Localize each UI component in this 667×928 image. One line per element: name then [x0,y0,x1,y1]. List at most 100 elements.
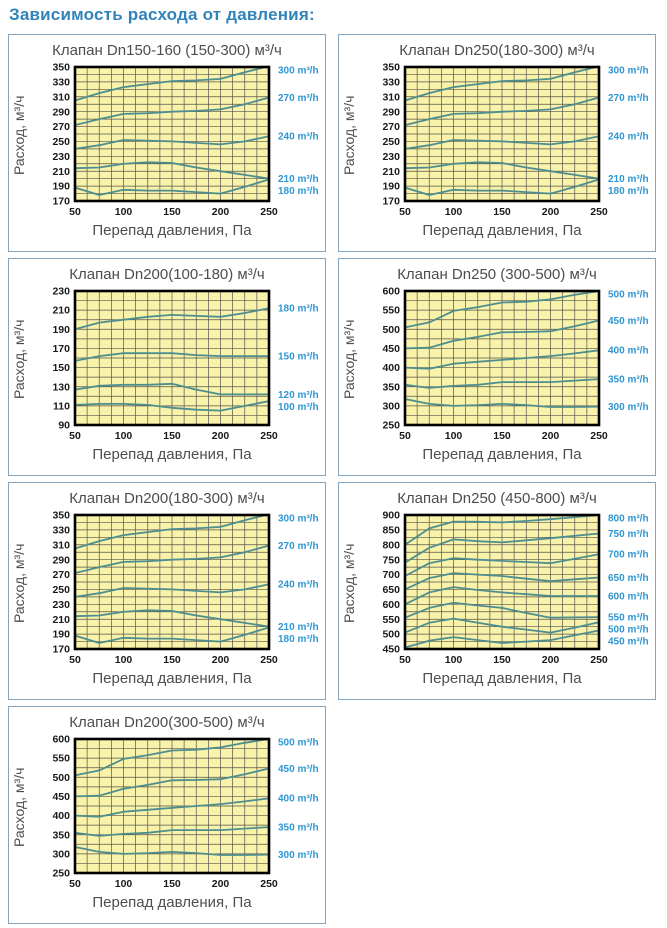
x-axis-label: Перепад давления, Па [422,446,582,463]
x-tick-labels: 50 100 150 200 250 [69,430,278,442]
svg-text:270 m³/h: 270 m³/h [608,93,649,104]
svg-text:290: 290 [52,106,70,118]
y-axis-label: Расход, м³/ч [341,543,357,623]
y-axis-label: Расход, м³/ч [11,95,27,175]
svg-text:210: 210 [52,614,70,626]
svg-text:600: 600 [382,286,400,298]
charts-row-2: Клапан Dn200(100-180) м³/ч Расход, м³/ч … [8,258,667,476]
charts-row-3: Клапан Dn200(180-300) м³/ч Расход, м³/ч … [8,482,667,700]
chart-panel-dn200-300-500: Клапан Dn200(300-500) м³/ч Расход, м³/ч … [8,706,326,924]
svg-text:180 m³/h: 180 m³/h [278,186,319,197]
svg-text:200: 200 [212,878,230,890]
svg-text:100 m³/h: 100 m³/h [278,402,319,413]
chart-title: Клапан Dn200(180-300) м³/ч [69,490,265,507]
svg-text:300 m³/h: 300 m³/h [278,65,319,76]
series-line [74,65,270,102]
svg-text:50: 50 [69,878,81,890]
chart-svg: 170 190 210 230 250 270 290 310 330 350 50 100 150 20… [52,62,319,218]
y-axis-label: Расход, м³/ч [11,319,27,399]
x-axis-label: Перепад давления, Па [422,222,582,239]
svg-text:270: 270 [52,121,70,133]
svg-text:150: 150 [163,878,181,890]
series-line [404,586,599,606]
svg-text:400 m³/h: 400 m³/h [608,346,649,357]
chart-panel-dn200-180-300: Клапан Dn200(180-300) м³/ч Расход, м³/ч … [8,482,326,700]
chart-svg: 170 190 210 230 250 270 290 310 330 350 50 100 150 20… [52,510,319,666]
svg-text:200: 200 [542,430,560,442]
x-axis-label: Перепад давления, Па [422,670,582,687]
svg-text:250: 250 [260,654,278,666]
plot-frame [403,513,601,651]
svg-text:150: 150 [493,430,511,442]
y-tick-labels: 250 300 350 400 450 500 550 600 [382,286,400,432]
svg-text:170: 170 [52,196,70,208]
svg-text:240 m³/h: 240 m³/h [608,132,649,143]
svg-text:110: 110 [53,401,70,413]
y-axis-label: Расход, м³/ч [341,319,357,399]
svg-text:230: 230 [52,599,70,611]
x-axis-label: Перепад давления, Па [92,222,252,239]
svg-text:210 m³/h: 210 m³/h [608,174,649,185]
svg-text:100: 100 [445,654,463,666]
y-axis-label: Расход, м³/ч [11,767,27,847]
svg-text:230: 230 [52,151,70,163]
series-line [404,514,600,546]
series-labels: 500 m³/h 450 m³/h 400 m³/h 350 m³/h 300 m³/h [278,737,319,861]
svg-text:300 m³/h: 300 m³/h [608,402,649,413]
svg-text:450: 450 [52,791,70,803]
svg-text:650: 650 [382,584,400,596]
svg-text:700: 700 [382,569,400,581]
svg-text:500 m³/h: 500 m³/h [608,625,649,636]
plot-frame [403,65,601,203]
chart-body: Расход, м³/ч 450 500 550 600 650 700 750 800 850… [339,509,655,669]
svg-text:210: 210 [52,305,70,317]
svg-text:250: 250 [260,878,278,890]
svg-text:330: 330 [52,525,70,537]
svg-text:250: 250 [590,206,608,218]
chart-svg: 170 190 210 230 250 270 290 310 330 350 50 100 150 20… [382,62,649,218]
y-tick-labels: 450 500 550 600 650 700 750 800 850 900 [382,510,400,656]
svg-text:100: 100 [115,206,133,218]
series-labels: 800 m³/h 750 m³/h 700 m³/h 650 m³/h 600 m³/h… [608,513,649,647]
svg-text:200: 200 [212,430,230,442]
chart-body: Расход, м³/ч 250 300 350 400 450 500 550 600 50 1… [339,285,655,445]
svg-text:350: 350 [52,62,70,74]
chart-body: Расход, м³/ч 250 300 350 400 450 500 550 600 50 1… [9,733,325,893]
y-tick-labels: 170 190 210 230 250 270 290 310 330 350 [52,62,70,208]
svg-text:300 m³/h: 300 m³/h [608,65,649,76]
svg-text:190: 190 [52,324,70,336]
svg-text:150: 150 [493,654,511,666]
series-line [404,96,600,126]
chart-panel-dn200-100-180: Клапан Dn200(100-180) м³/ч Расход, м³/ч … [8,258,326,476]
chart-panel-dn250-180-300: Клапан Dn250(180-300) м³/ч Расход, м³/ч … [338,34,656,252]
svg-text:210: 210 [382,166,400,178]
plot-frame [403,289,601,427]
series-line [74,96,270,126]
chart-svg: 450 500 550 600 650 700 750 800 850 900 50 100 150 20… [382,510,649,666]
svg-text:270: 270 [52,569,70,581]
series-line [404,553,600,577]
svg-text:150: 150 [163,206,181,218]
svg-text:550 m³/h: 550 m³/h [608,613,649,624]
x-tick-labels: 50 100 150 200 250 [399,654,608,666]
svg-text:310: 310 [52,539,70,551]
svg-text:50: 50 [69,654,81,666]
svg-text:50: 50 [399,654,411,666]
series-line [74,767,270,798]
svg-text:190: 190 [382,181,400,193]
svg-text:190: 190 [52,629,70,641]
page-title: Зависимость расхода от давления: [9,5,315,24]
svg-text:270: 270 [382,121,400,133]
series-line [74,513,270,550]
series-line [404,572,600,591]
svg-text:100: 100 [115,878,133,890]
svg-text:170: 170 [382,196,400,208]
series-line [74,352,269,362]
svg-text:100: 100 [115,654,133,666]
svg-text:750: 750 [382,554,400,566]
svg-text:250: 250 [52,584,70,596]
